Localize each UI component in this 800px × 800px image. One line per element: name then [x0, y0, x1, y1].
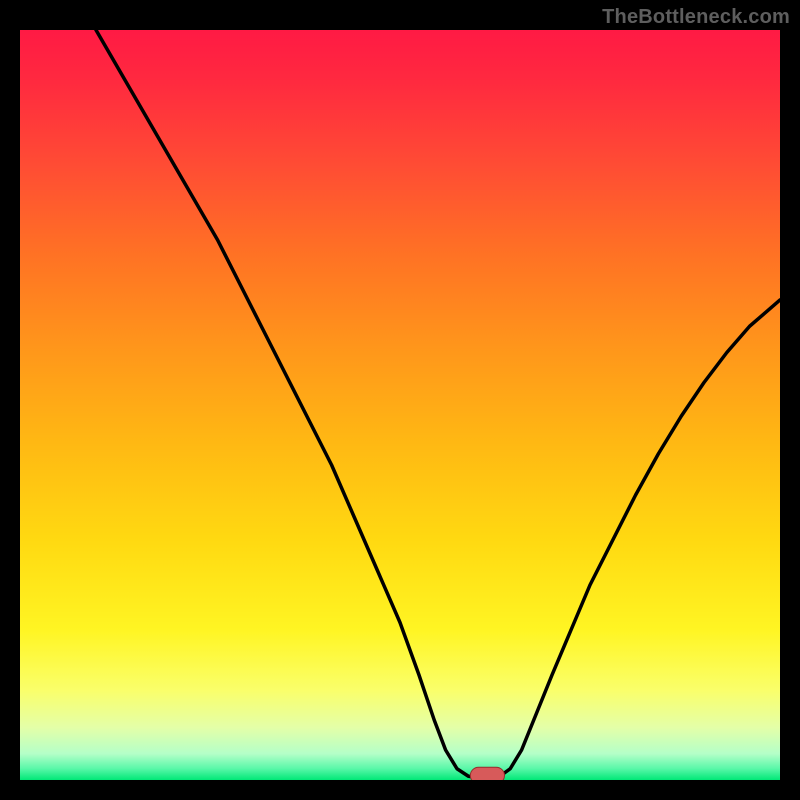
- chart-container: TheBottleneck.com: [0, 0, 800, 800]
- optimal-marker: [470, 767, 504, 780]
- chart-svg: [20, 30, 780, 780]
- watermark-text: TheBottleneck.com: [602, 6, 790, 29]
- gradient-background: [20, 30, 780, 780]
- plot-area: [20, 30, 780, 780]
